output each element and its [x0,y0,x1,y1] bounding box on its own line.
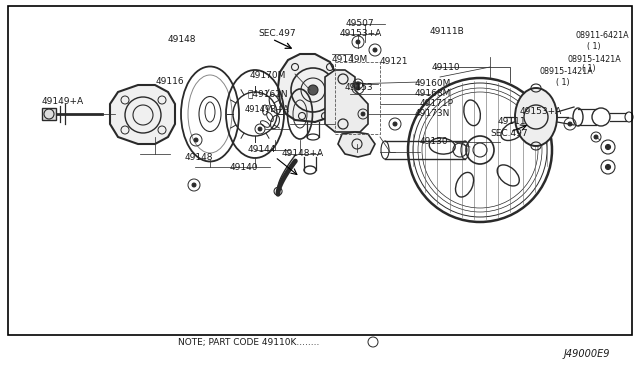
Circle shape [594,135,598,139]
Text: 49160M: 49160M [415,80,451,89]
Text: ( 1): ( 1) [582,64,596,74]
Circle shape [356,82,360,86]
Polygon shape [42,108,56,120]
Text: 49153: 49153 [345,83,374,92]
Text: 49148+A: 49148+A [282,150,324,158]
Text: 49140: 49140 [230,163,259,171]
Circle shape [192,183,196,187]
Polygon shape [325,70,368,132]
Polygon shape [338,132,375,157]
Text: 49149B+A: 49149B+A [245,105,290,113]
Text: 49153+A: 49153+A [340,29,382,38]
Text: 49148: 49148 [168,35,196,45]
Polygon shape [278,54,340,122]
Circle shape [393,122,397,126]
Text: J49000E9: J49000E9 [563,349,610,359]
Text: 49149+A: 49149+A [42,97,84,106]
Text: 49171P: 49171P [420,99,454,109]
Polygon shape [110,85,175,144]
Text: 49111B: 49111B [430,28,465,36]
Circle shape [605,164,611,170]
Text: 49507: 49507 [346,19,374,29]
Text: 49121: 49121 [380,57,408,65]
Circle shape [356,86,360,90]
Text: 08911-6421A: 08911-6421A [575,32,628,41]
Text: 49168M: 49168M [415,90,451,99]
Text: 49170M: 49170M [250,71,286,80]
Text: NOTE; PART CODE 49110K........: NOTE; PART CODE 49110K........ [178,337,319,346]
Text: 49173N: 49173N [415,109,451,119]
Circle shape [308,85,318,95]
Text: 49153+A: 49153+A [520,108,563,116]
Ellipse shape [515,88,557,146]
Text: 49162N: 49162N [248,90,289,99]
Circle shape [258,127,262,131]
Text: 49110: 49110 [432,62,461,71]
Text: ( 1): ( 1) [587,42,600,51]
Text: 49130: 49130 [420,137,449,145]
Text: 49144: 49144 [248,145,276,154]
Text: 49148: 49148 [185,153,214,161]
Text: ( 1): ( 1) [556,77,570,87]
Text: SEC.497: SEC.497 [490,129,527,138]
Text: SEC.497: SEC.497 [258,29,296,38]
Text: 49116: 49116 [156,77,184,87]
Text: 08915-1421A: 08915-1421A [540,67,594,77]
Circle shape [361,112,365,116]
Circle shape [568,122,572,126]
Text: 49149M: 49149M [332,55,368,64]
Circle shape [194,138,198,142]
Text: 08915-1421A: 08915-1421A [568,55,621,64]
Circle shape [356,40,360,44]
Text: 49111: 49111 [498,118,527,126]
Circle shape [605,144,611,150]
Circle shape [373,48,377,52]
